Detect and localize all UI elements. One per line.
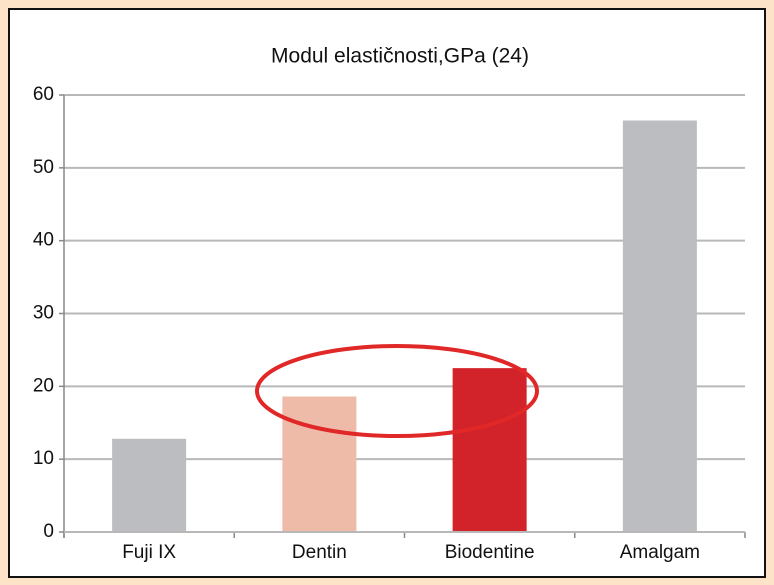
y-tick-label: 0: [43, 521, 54, 542]
y-tick-label: 60: [33, 84, 54, 105]
bar: [622, 120, 697, 532]
chart-title: Modul elastičnosti,GPa (24): [271, 45, 529, 68]
x-tick-label: Biodentine: [445, 542, 535, 563]
bar: [452, 368, 527, 532]
plot-area: 0 10 20 30 40 50 60 Fuji IX Dentin Biodentine Amal…: [33, 84, 746, 563]
bar: [282, 396, 357, 532]
y-tick-label: 30: [33, 303, 54, 324]
y-tick-label: 50: [33, 157, 54, 178]
y-tick-label: 40: [33, 230, 54, 251]
x-tick-label: Amalgam: [620, 542, 700, 563]
bar: [112, 438, 187, 532]
y-tick-label: 10: [33, 448, 54, 469]
x-tick-label: Dentin: [292, 542, 347, 563]
y-tick-label: 20: [33, 375, 54, 396]
highlight-ellipse: [255, 344, 539, 438]
x-tick-label: Fuji IX: [122, 542, 176, 563]
